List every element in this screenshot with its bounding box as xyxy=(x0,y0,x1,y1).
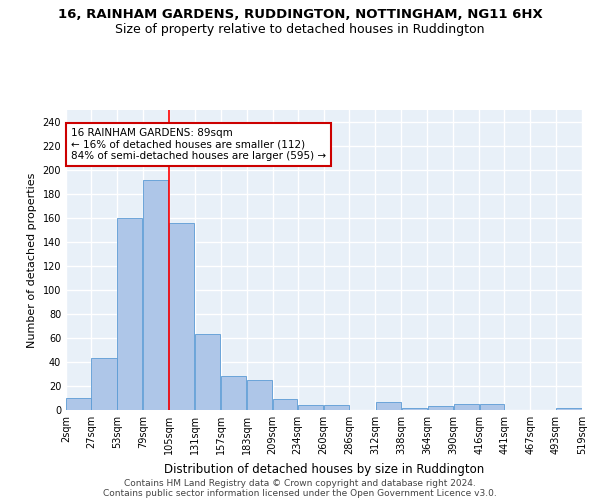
Bar xyxy=(247,380,272,410)
Text: Contains HM Land Registry data © Crown copyright and database right 2024.: Contains HM Land Registry data © Crown c… xyxy=(124,478,476,488)
Bar xyxy=(402,408,427,410)
Bar xyxy=(428,406,453,410)
X-axis label: Distribution of detached houses by size in Ruddington: Distribution of detached houses by size … xyxy=(164,462,484,475)
Bar xyxy=(143,180,169,410)
Bar xyxy=(556,408,581,410)
Bar xyxy=(67,398,91,410)
Text: 16 RAINHAM GARDENS: 89sqm
← 16% of detached houses are smaller (112)
84% of semi: 16 RAINHAM GARDENS: 89sqm ← 16% of detac… xyxy=(71,128,326,161)
Bar xyxy=(454,404,479,410)
Bar xyxy=(91,358,116,410)
Text: Size of property relative to detached houses in Ruddington: Size of property relative to detached ho… xyxy=(115,22,485,36)
Bar xyxy=(195,334,220,410)
Bar xyxy=(169,223,194,410)
Text: 16, RAINHAM GARDENS, RUDDINGTON, NOTTINGHAM, NG11 6HX: 16, RAINHAM GARDENS, RUDDINGTON, NOTTING… xyxy=(58,8,542,20)
Bar xyxy=(118,218,142,410)
Bar xyxy=(298,405,323,410)
Bar xyxy=(221,376,246,410)
Y-axis label: Number of detached properties: Number of detached properties xyxy=(27,172,37,348)
Bar xyxy=(479,404,504,410)
Bar xyxy=(324,405,349,410)
Text: Contains public sector information licensed under the Open Government Licence v3: Contains public sector information licen… xyxy=(103,488,497,498)
Bar xyxy=(376,402,401,410)
Bar xyxy=(273,399,297,410)
